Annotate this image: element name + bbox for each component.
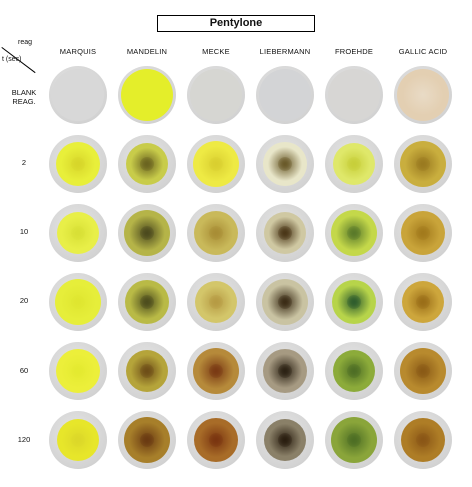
spot-well-r5-c3 bbox=[256, 411, 314, 469]
corner-time-label: t (sec) bbox=[2, 56, 22, 63]
row-label-10: 10 bbox=[19, 227, 29, 236]
spot-core bbox=[140, 364, 154, 378]
row-label-60: 60 bbox=[19, 366, 29, 375]
spot-stain bbox=[328, 69, 380, 121]
spot-well-r2-c2 bbox=[187, 204, 245, 262]
col-header-froehde: FROEHDE bbox=[334, 47, 374, 56]
spot-well-r0-c3 bbox=[256, 66, 314, 124]
spot-core bbox=[347, 157, 361, 171]
spot-well-r5-c5 bbox=[394, 411, 452, 469]
spot-well-r1-c1 bbox=[118, 135, 176, 193]
corner-reagent-label: reag bbox=[18, 39, 33, 46]
spot-stain bbox=[397, 69, 449, 121]
col-header-gallic-acid: GALLIC ACID bbox=[398, 47, 448, 56]
row-label-2: 2 bbox=[21, 158, 27, 167]
row-label-120: 120 bbox=[17, 435, 31, 444]
spot-well-r3-c0 bbox=[49, 273, 107, 331]
spot-stain bbox=[259, 69, 311, 121]
spot-well-r1-c2 bbox=[187, 135, 245, 193]
spot-stain bbox=[121, 69, 173, 121]
spot-core bbox=[347, 226, 361, 240]
spot-well-r1-c4 bbox=[325, 135, 383, 193]
spot-core bbox=[278, 226, 292, 240]
spot-well-r5-c0 bbox=[49, 411, 107, 469]
col-header-liebermann: LIEBERMANN bbox=[259, 47, 311, 56]
spot-well-r5-c1 bbox=[118, 411, 176, 469]
row-label-blank-line2: REAG. bbox=[12, 97, 36, 106]
spot-core bbox=[278, 295, 292, 309]
spot-well-r3-c5 bbox=[394, 273, 452, 331]
spot-core bbox=[416, 157, 430, 171]
spot-core bbox=[209, 157, 223, 171]
spot-core bbox=[416, 295, 430, 309]
spot-well-r5-c4 bbox=[325, 411, 383, 469]
spot-core bbox=[416, 433, 430, 447]
spot-well-r4-c2 bbox=[187, 342, 245, 400]
spot-core bbox=[71, 364, 85, 378]
spot-well-r1-c0 bbox=[49, 135, 107, 193]
spot-well-r0-c0 bbox=[49, 66, 107, 124]
spot-core bbox=[71, 157, 85, 171]
spot-well-r1-c5 bbox=[394, 135, 452, 193]
figure-title: Pentylone bbox=[157, 15, 315, 32]
col-header-marquis: MARQUIS bbox=[59, 47, 97, 56]
spot-core bbox=[140, 157, 154, 171]
row-label-20: 20 bbox=[19, 296, 29, 305]
spot-core bbox=[140, 226, 154, 240]
row-label-blank-line1: BLANK bbox=[11, 88, 37, 97]
spot-core bbox=[71, 226, 85, 240]
spot-well-r3-c4 bbox=[325, 273, 383, 331]
spot-well-r0-c4 bbox=[325, 66, 383, 124]
spot-well-r3-c2 bbox=[187, 273, 245, 331]
spot-well-r2-c0 bbox=[49, 204, 107, 262]
spot-core bbox=[71, 433, 85, 447]
spot-well-r0-c2 bbox=[187, 66, 245, 124]
spot-core bbox=[209, 226, 223, 240]
spot-core bbox=[347, 433, 361, 447]
spot-well-r2-c5 bbox=[394, 204, 452, 262]
spot-core bbox=[278, 364, 292, 378]
spot-core bbox=[416, 364, 430, 378]
spot-well-r2-c1 bbox=[118, 204, 176, 262]
spot-core bbox=[347, 295, 361, 309]
spot-well-r2-c4 bbox=[325, 204, 383, 262]
spot-well-r4-c4 bbox=[325, 342, 383, 400]
col-header-mecke: MECKE bbox=[202, 47, 230, 56]
col-header-mandelin: MANDELIN bbox=[126, 47, 168, 56]
spot-core bbox=[140, 295, 154, 309]
spot-core bbox=[209, 364, 223, 378]
row-label-blank: BLANK REAG. bbox=[4, 88, 44, 106]
spot-core bbox=[71, 295, 85, 309]
spot-core bbox=[278, 433, 292, 447]
spot-core bbox=[209, 433, 223, 447]
spot-well-r4-c1 bbox=[118, 342, 176, 400]
spot-stain bbox=[52, 69, 104, 121]
spot-well-r4-c3 bbox=[256, 342, 314, 400]
spot-well-r4-c5 bbox=[394, 342, 452, 400]
spot-well-r4-c0 bbox=[49, 342, 107, 400]
spot-core bbox=[209, 295, 223, 309]
spot-well-r5-c2 bbox=[187, 411, 245, 469]
spot-well-r2-c3 bbox=[256, 204, 314, 262]
spot-well-r3-c1 bbox=[118, 273, 176, 331]
spot-well-r3-c3 bbox=[256, 273, 314, 331]
spot-well-r0-c1 bbox=[118, 66, 176, 124]
spot-stain bbox=[190, 69, 242, 121]
spot-core bbox=[278, 157, 292, 171]
spot-core bbox=[416, 226, 430, 240]
spot-core bbox=[347, 364, 361, 378]
spot-well-r1-c3 bbox=[256, 135, 314, 193]
spot-core bbox=[140, 433, 154, 447]
spot-well-r0-c5 bbox=[394, 66, 452, 124]
